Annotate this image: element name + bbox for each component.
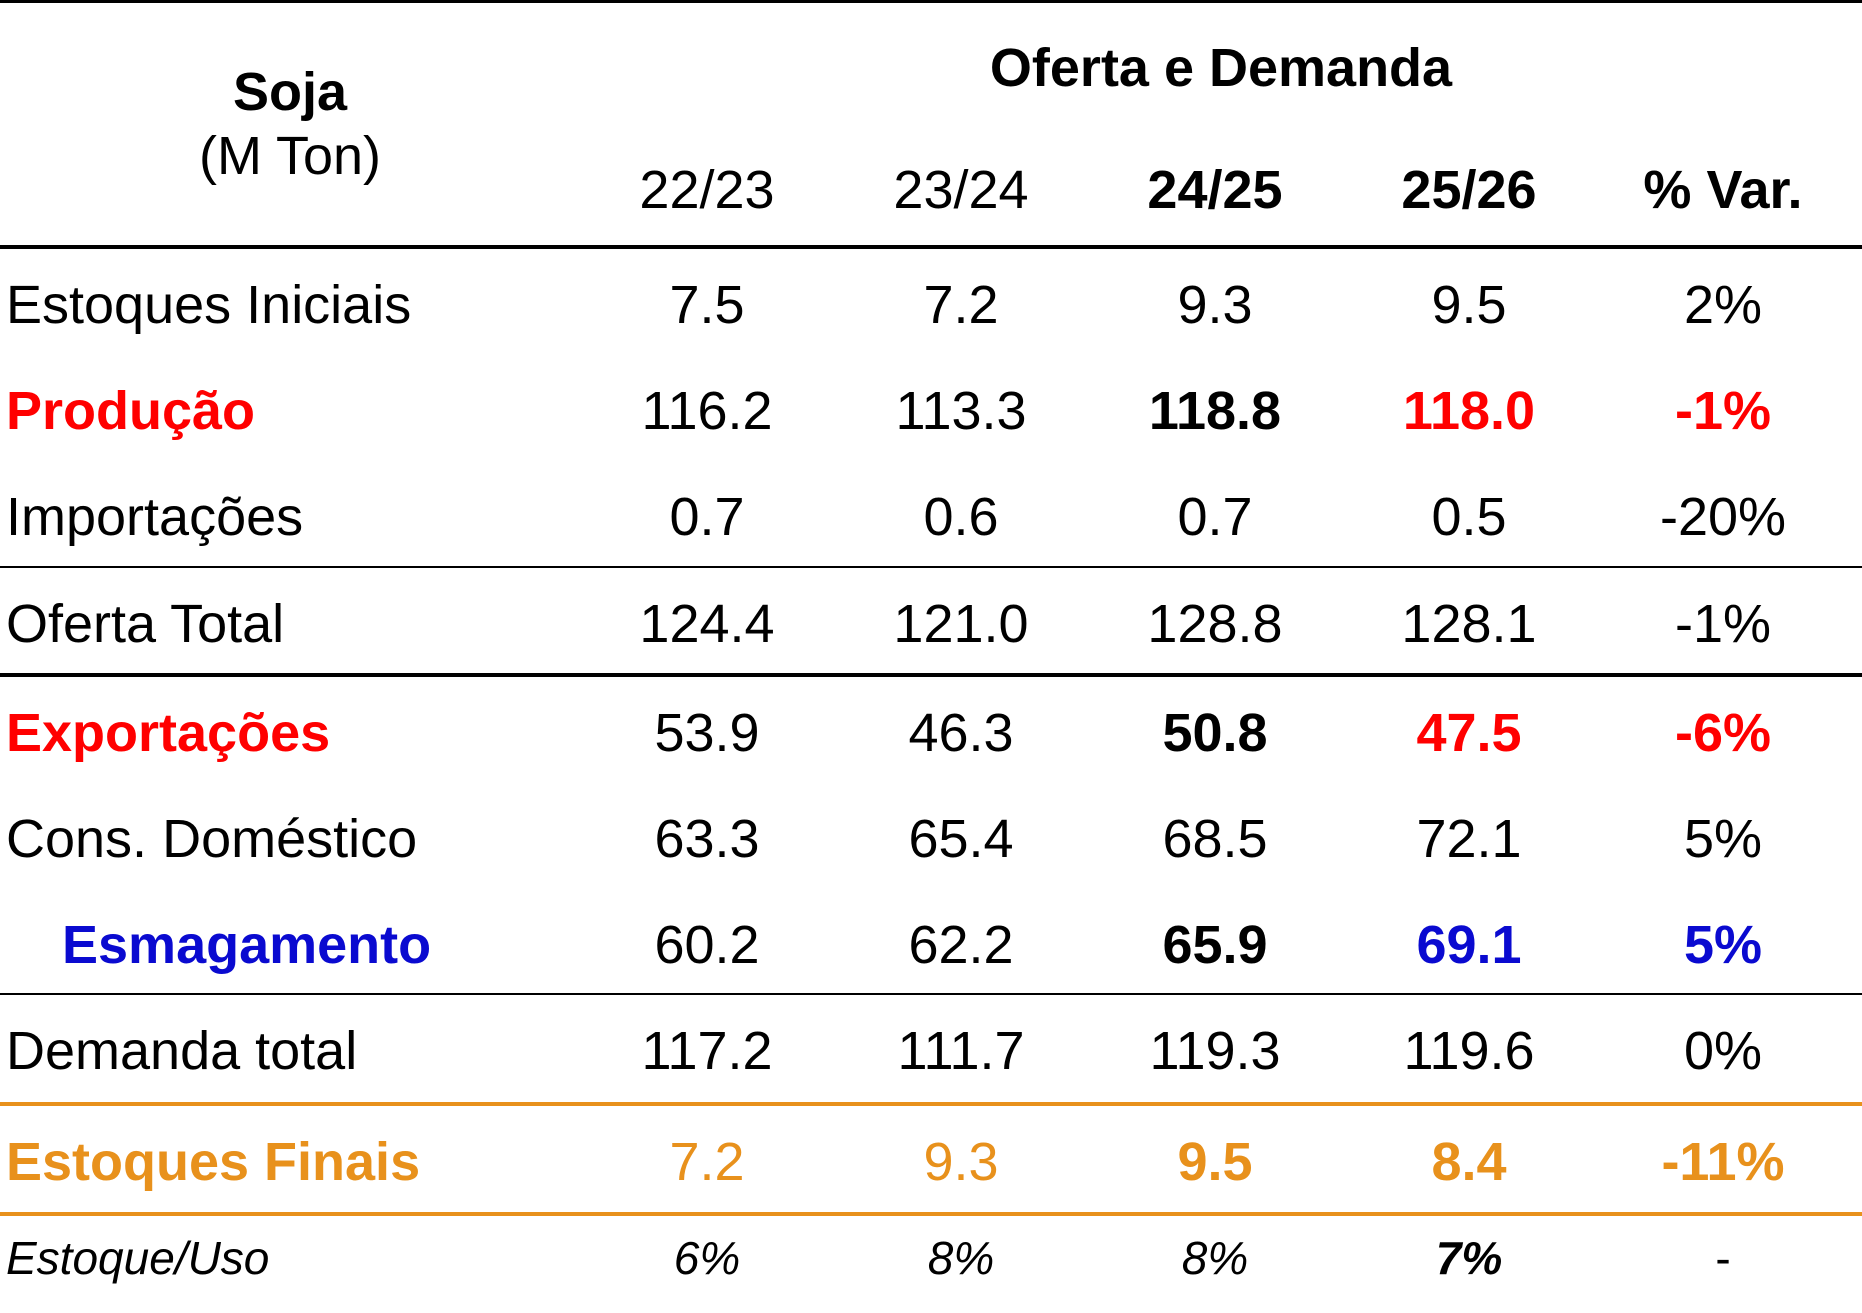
demand-rule bbox=[0, 993, 1862, 995]
cell: 0.7 bbox=[1177, 487, 1253, 547]
cell: 2% bbox=[1683, 275, 1763, 335]
cell: 62.2 bbox=[908, 915, 1014, 975]
table-row: Estoque/Uso 6% 8% 8% 7% - bbox=[0, 1208, 1862, 1308]
cell: -11% bbox=[1661, 1132, 1785, 1192]
cell: 128.8 bbox=[1147, 594, 1283, 654]
cell: 72.1 bbox=[1416, 809, 1522, 869]
col-header-2526: 25/26 bbox=[1401, 160, 1537, 220]
supply-rule bbox=[0, 566, 1862, 568]
cell: -1% bbox=[1674, 594, 1772, 654]
table-row: Produção 116.2 113.3 118.8 118.0 -1% bbox=[0, 358, 1862, 464]
cell: 0.6 bbox=[923, 487, 999, 547]
cell: 46.3 bbox=[908, 703, 1014, 763]
cell: 0.7 bbox=[669, 487, 745, 547]
cell: 119.6 bbox=[1403, 1021, 1535, 1081]
title-unit: (M Ton) bbox=[198, 126, 382, 186]
table-row: Estoques Finais 7.2 9.3 9.5 8.4 -11% bbox=[0, 1109, 1862, 1215]
cell: 119.3 bbox=[1149, 1021, 1281, 1081]
cell: - bbox=[1715, 1232, 1731, 1284]
group-header: Oferta e Demanda bbox=[989, 38, 1453, 98]
cell: 7.5 bbox=[669, 275, 745, 335]
col-header-2223: 22/23 bbox=[639, 160, 775, 220]
cell: 111.7 bbox=[897, 1021, 1025, 1081]
row-label: Demanda total bbox=[6, 1021, 358, 1081]
row-label: Estoques Iniciais bbox=[6, 275, 412, 335]
table-row: Importações 0.7 0.6 0.7 0.5 -20% bbox=[0, 464, 1862, 570]
cell: 69.1 bbox=[1416, 915, 1522, 975]
cell: 7% bbox=[1435, 1232, 1503, 1284]
ending-stocks-top-rule bbox=[0, 1102, 1862, 1106]
cell: 113.3 bbox=[895, 381, 1027, 441]
cell: 124.4 bbox=[639, 594, 775, 654]
cell: 7.2 bbox=[669, 1132, 745, 1192]
table-row: Esmagamento 60.2 62.2 65.9 69.1 5% bbox=[0, 892, 1862, 998]
cell: -20% bbox=[1659, 487, 1787, 547]
cell: 53.9 bbox=[654, 703, 760, 763]
cell: 128.1 bbox=[1401, 594, 1537, 654]
ending-stocks-bottom-rule bbox=[0, 1212, 1862, 1216]
cell: 6% bbox=[673, 1232, 741, 1284]
cell: 8% bbox=[927, 1232, 995, 1284]
cell: 7.2 bbox=[923, 275, 999, 335]
row-label: Importações bbox=[6, 487, 304, 547]
table-row: Oferta Total 124.4 121.0 128.8 128.1 -1% bbox=[0, 571, 1862, 677]
cell: 9.5 bbox=[1431, 275, 1507, 335]
row-label: Oferta Total bbox=[6, 594, 285, 654]
table-row: Estoques Iniciais 7.5 7.2 9.3 9.5 2% bbox=[0, 252, 1862, 358]
cell: 60.2 bbox=[654, 915, 760, 975]
cell: 0.5 bbox=[1431, 487, 1507, 547]
header-rule bbox=[0, 245, 1862, 249]
cell: 50.8 bbox=[1162, 703, 1268, 763]
table-title: Soja (M Ton) bbox=[0, 60, 580, 188]
cell: -1% bbox=[1674, 381, 1772, 441]
cell: 9.3 bbox=[923, 1132, 999, 1192]
cell: 116.2 bbox=[641, 381, 773, 441]
cell: 121.0 bbox=[893, 594, 1029, 654]
cell: -6% bbox=[1674, 703, 1772, 763]
row-label: Esmagamento bbox=[62, 915, 432, 975]
cell: 118.8 bbox=[1148, 381, 1282, 441]
cell: 118.0 bbox=[1402, 381, 1536, 441]
table-row: Cons. Doméstico 63.3 65.4 68.5 72.1 5% bbox=[0, 786, 1862, 892]
row-label: Estoques Finais bbox=[6, 1132, 421, 1192]
cell: 9.3 bbox=[1177, 275, 1253, 335]
cell: 117.2 bbox=[641, 1021, 773, 1081]
row-label: Produção bbox=[6, 381, 256, 441]
table-row: Exportações 53.9 46.3 50.8 47.5 -6% bbox=[0, 680, 1862, 786]
cell: 47.5 bbox=[1416, 703, 1522, 763]
cell: 8.4 bbox=[1431, 1132, 1507, 1192]
cell: 65.4 bbox=[908, 809, 1014, 869]
col-header-2324: 23/24 bbox=[893, 160, 1029, 220]
table-row: Demanda total 117.2 111.7 119.3 119.6 0% bbox=[0, 998, 1862, 1104]
demand-section-rule bbox=[0, 673, 1862, 677]
row-label: Cons. Doméstico bbox=[6, 809, 418, 869]
cell: 68.5 bbox=[1162, 809, 1268, 869]
cell: 0% bbox=[1683, 1021, 1763, 1081]
title-commodity: Soja bbox=[232, 62, 348, 122]
top-rule bbox=[0, 0, 1862, 3]
cell: 9.5 bbox=[1177, 1132, 1253, 1192]
cell: 65.9 bbox=[1162, 915, 1268, 975]
col-header-var: % Var. bbox=[1643, 160, 1803, 220]
cell: 5% bbox=[1683, 809, 1763, 869]
cell: 63.3 bbox=[654, 809, 760, 869]
row-label: Exportações bbox=[6, 703, 331, 763]
col-header-2425: 24/25 bbox=[1147, 160, 1283, 220]
cell: 5% bbox=[1683, 915, 1763, 975]
cell: 8% bbox=[1181, 1232, 1249, 1284]
row-label: Estoque/Uso bbox=[6, 1232, 270, 1284]
